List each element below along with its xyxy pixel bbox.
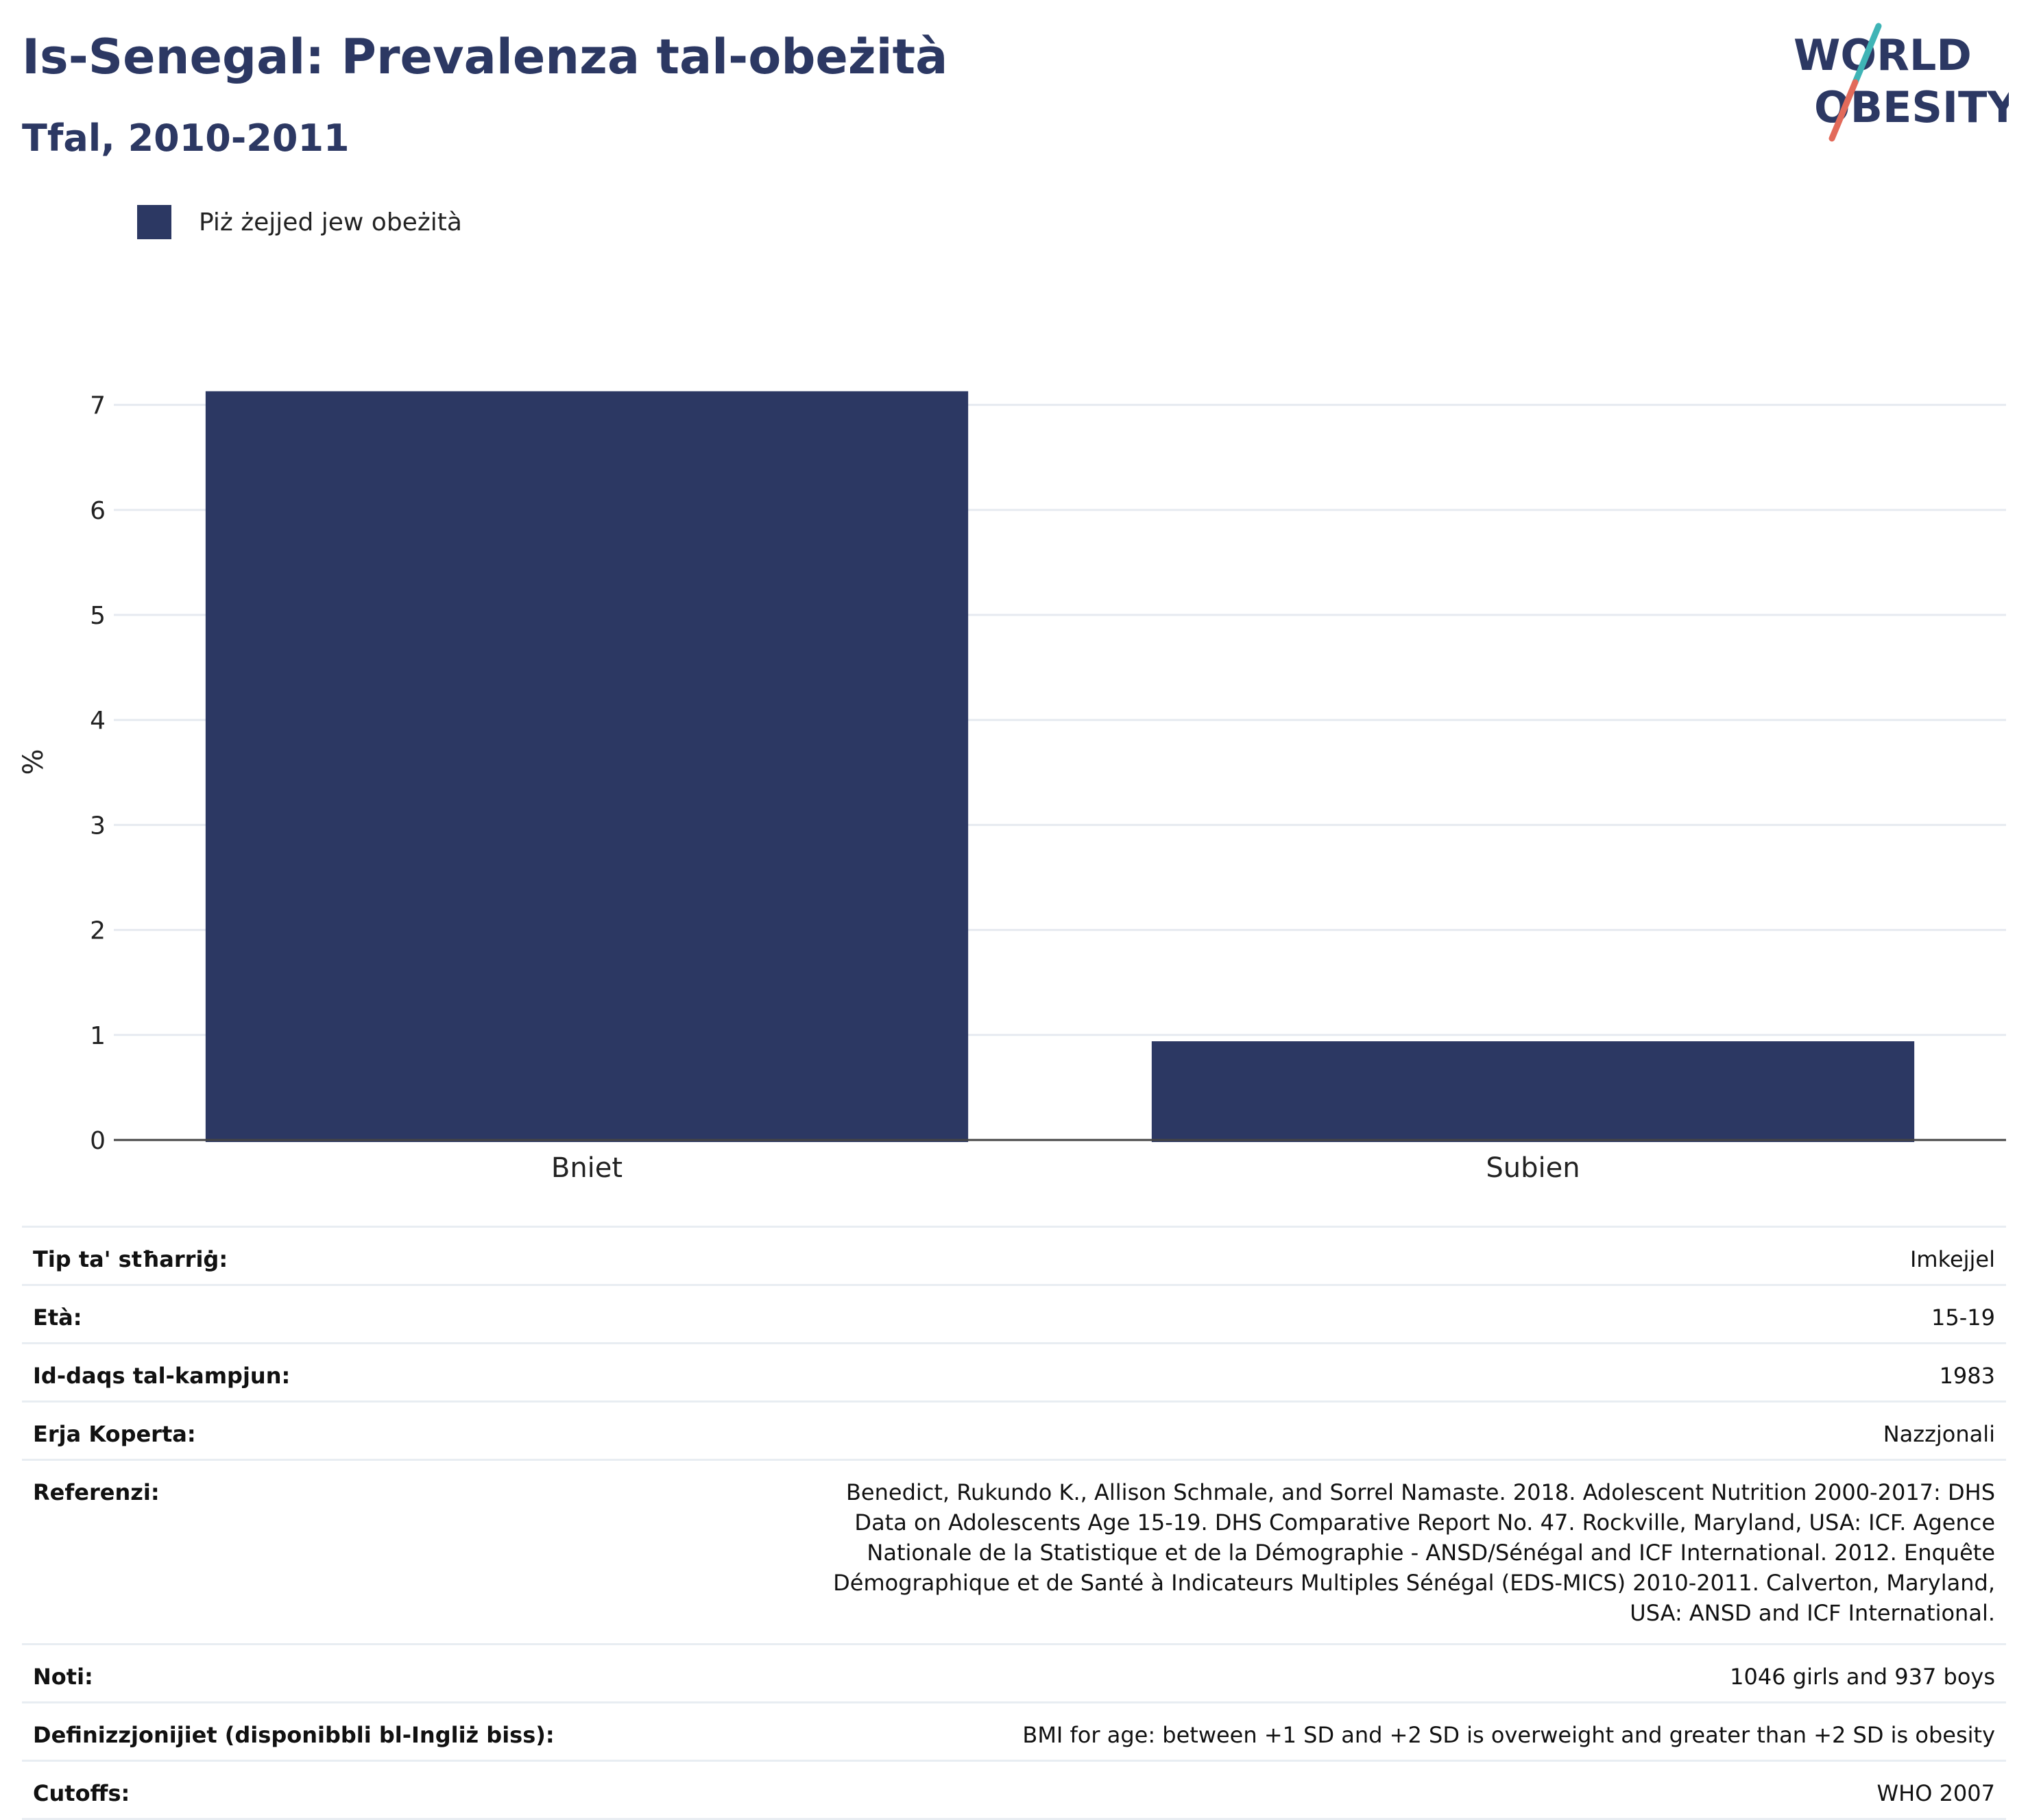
metadata-table: Tip ta' stħarriġ: Imkejjel Età: 15-19 Id-daq… xyxy=(22,1226,2006,1820)
y-tick-label: 5 xyxy=(90,602,106,630)
metadata-key: Cutoffs: xyxy=(22,1760,816,1820)
metadata-key: Età: xyxy=(22,1284,816,1344)
metadata-row: Cutoffs: WHO 2007 xyxy=(22,1760,2006,1820)
x-tick-label: Bniet xyxy=(551,1152,623,1184)
metadata-value: Nazzjonali xyxy=(815,1400,2006,1460)
y-tick-label: 2 xyxy=(90,917,106,945)
metadata-key: Referenzi: xyxy=(22,1459,816,1645)
logo-line-1: WORLD xyxy=(1794,30,1972,80)
y-axis-label: % xyxy=(18,749,49,775)
logo-slash-top xyxy=(1852,23,1882,86)
metadata-value: 1046 girls and 937 boys xyxy=(815,1643,2006,1703)
metadata-row: Erja Koperta: Nazzjonali xyxy=(22,1400,2006,1460)
metadata-key: Noti: xyxy=(22,1643,816,1703)
legend-swatch xyxy=(137,205,171,239)
chart-legend[interactable]: Piż żejjed jew obeżità xyxy=(137,204,462,240)
chart-subtitle: Tfal, 2010-2011 xyxy=(22,117,350,160)
y-tick-label: 1 xyxy=(90,1022,106,1050)
metadata-value: Benedict, Rukundo K., Allison Schmale, a… xyxy=(815,1459,2006,1645)
legend-label: Piż żejjed jew obeżità xyxy=(199,208,462,236)
metadata-key: Id-daqs tal-kampjun: xyxy=(22,1342,816,1402)
metadata-key: Definizzjonijiet (disponibbli bl-Ingliż … xyxy=(22,1701,816,1761)
y-tick-label: 0 xyxy=(90,1127,106,1155)
metadata-row: Età: 15-19 xyxy=(22,1284,2006,1344)
y-tick-label: 3 xyxy=(90,812,106,840)
world-obesity-logo: WORLD OBESITY xyxy=(1794,23,2009,142)
metadata-row: Noti: 1046 girls and 937 boys xyxy=(22,1643,2006,1703)
metadata-key: Erja Koperta: xyxy=(22,1400,816,1460)
bar-bniet xyxy=(205,391,969,1142)
metadata-value: 1983 xyxy=(815,1342,2006,1402)
metadata-value: Imkejjel xyxy=(815,1226,2006,1285)
y-tick-label: 4 xyxy=(90,707,106,735)
metadata-value: WHO 2007 xyxy=(815,1760,2006,1820)
metadata-row: Tip ta' stħarriġ: Imkejjel xyxy=(22,1226,2006,1285)
logo-slash-bottom xyxy=(1828,79,1859,142)
y-tick-label: 6 xyxy=(90,497,106,525)
bar-subien xyxy=(1151,1041,1915,1142)
metadata-row: Referenzi: Benedict, Rukundo K., Allison … xyxy=(22,1459,2006,1645)
chart-title: Is-Senegal: Prevalenza tal-obeżità xyxy=(22,29,948,85)
metadata-value: BMI for age: between +1 SD and +2 SD is … xyxy=(815,1701,2006,1761)
metadata-row: Definizzjonijiet (disponibbli bl-Ingliż … xyxy=(22,1701,2006,1761)
bar-chart: 0 1 2 3 4 5 6 7% Bniet Subien xyxy=(18,391,2006,1184)
metadata-value: 15-19 xyxy=(815,1284,2006,1344)
y-tick-label: 7 xyxy=(90,392,106,420)
metadata-key: Tip ta' stħarriġ: xyxy=(22,1226,816,1285)
metadata-row: Id-daqs tal-kampjun: 1983 xyxy=(22,1342,2006,1402)
x-tick-label: Subien xyxy=(1486,1152,1580,1184)
